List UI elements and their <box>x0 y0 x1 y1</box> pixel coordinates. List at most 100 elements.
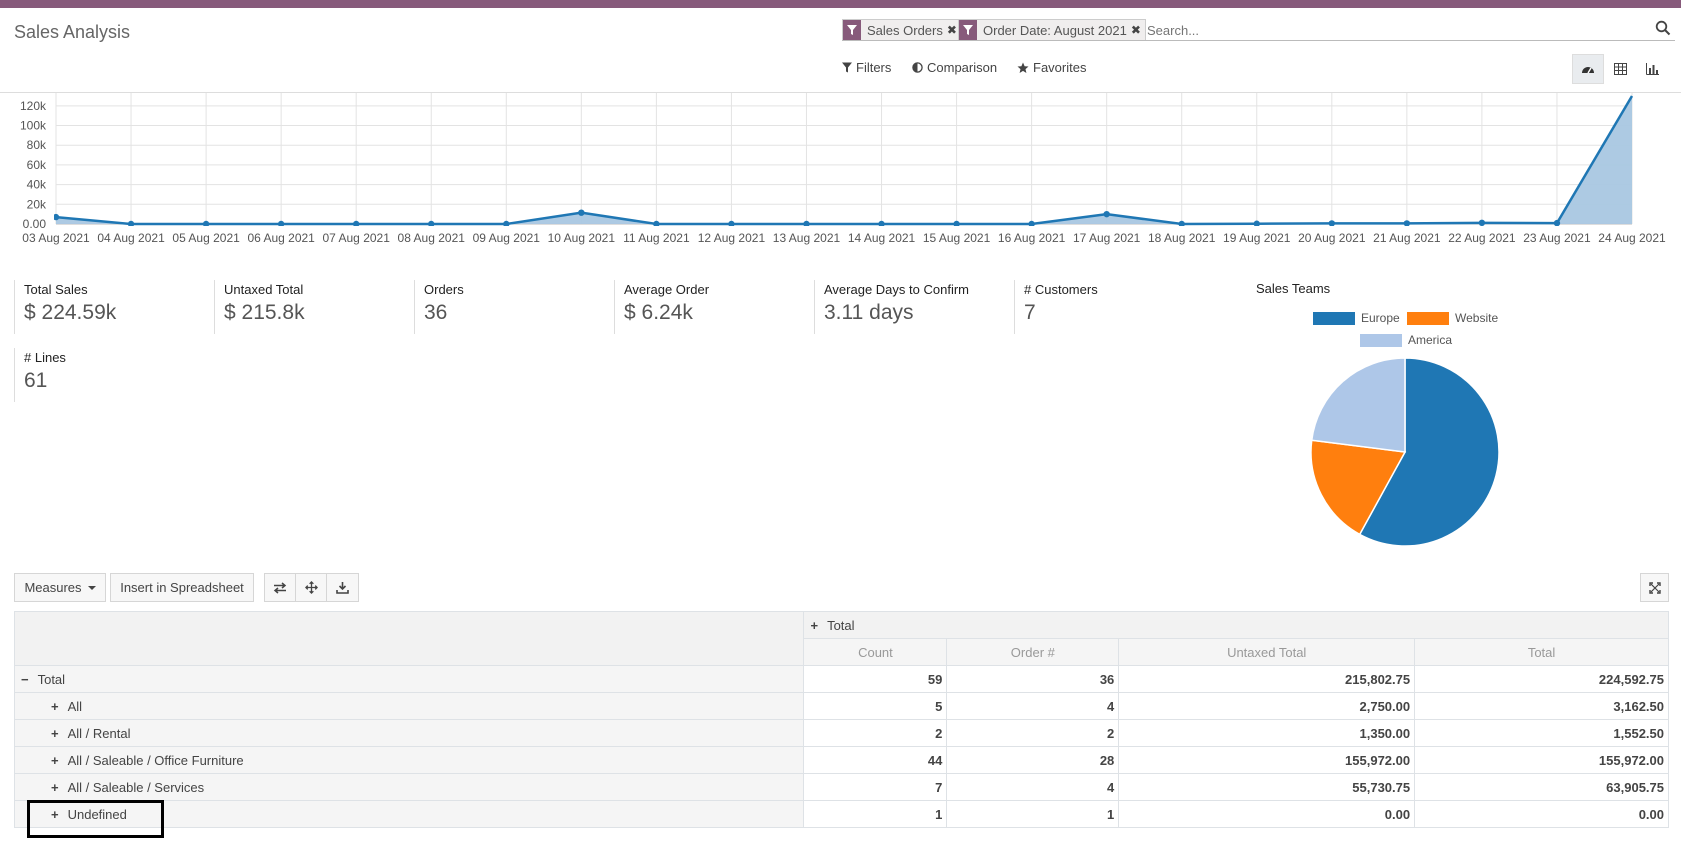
x-tick-label: 09 Aug 2021 <box>473 231 541 245</box>
kpi-total-sales[interactable]: Total Sales $ 224.59k <box>14 280 204 334</box>
remove-facet-icon[interactable]: ✖ <box>1130 23 1141 37</box>
kpi-average-days-to-confirm[interactable]: Average Days to Confirm 3.11 days <box>814 280 1004 334</box>
cell[interactable]: 5 <box>803 692 948 720</box>
facet-sales-orders[interactable]: Sales Orders ✖ <box>842 19 962 41</box>
row-header-undefined[interactable]: + Undefined <box>13 800 805 828</box>
insert-in-spreadsheet-button[interactable]: Insert in Spreadsheet <box>110 573 254 602</box>
measure-header-untaxed-total[interactable]: Untaxed Total <box>1118 638 1416 666</box>
expand-all-button[interactable] <box>295 573 327 602</box>
row-label: Undefined <box>67 806 127 822</box>
data-point <box>127 220 135 226</box>
legend-europe[interactable]: Europe <box>1313 311 1400 325</box>
cell[interactable]: 44 <box>803 746 948 774</box>
data-point <box>1328 220 1336 226</box>
cell[interactable]: 1,350.00 <box>1118 719 1416 747</box>
measure-header-order[interactable]: Order # <box>946 638 1120 666</box>
y-tick-label: 80k <box>27 138 47 152</box>
filter-icon <box>959 20 977 40</box>
favorites-button[interactable]: Favorites <box>1017 60 1086 75</box>
x-tick-label: 05 Aug 2021 <box>172 231 240 245</box>
search-input[interactable] <box>1145 19 1645 41</box>
cell[interactable]: 2 <box>946 719 1120 747</box>
x-tick-label: 20 Aug 2021 <box>1298 231 1366 245</box>
row-header-total[interactable]: − Total <box>13 665 805 693</box>
cell[interactable]: 4 <box>946 692 1120 720</box>
row-header-services[interactable]: + All / Saleable / Services <box>13 773 805 801</box>
x-tick-label: 14 Aug 2021 <box>848 231 916 245</box>
kpi-label: # Customers <box>1024 282 1098 297</box>
comparison-button[interactable]: Comparison <box>912 60 997 75</box>
x-tick-label: 16 Aug 2021 <box>998 231 1066 245</box>
kpi-lines[interactable]: # Lines 61 <box>14 348 204 402</box>
kpi-value: 7 <box>1024 301 1036 324</box>
data-point <box>503 220 510 226</box>
cell[interactable]: 3,162.50 <box>1414 692 1669 720</box>
fullscreen-button[interactable] <box>1640 573 1669 602</box>
cell[interactable]: 7 <box>803 773 948 801</box>
cell[interactable]: 1 <box>803 800 948 828</box>
filters-button[interactable]: Filters <box>842 60 891 75</box>
cell[interactable]: 155,972.00 <box>1414 746 1669 774</box>
facet-order-date[interactable]: Order Date: August 2021 ✖ <box>958 19 1146 41</box>
cell[interactable]: 63,905.75 <box>1414 773 1669 801</box>
measure-header-count[interactable]: Count <box>803 638 948 666</box>
dashboard-icon <box>1582 67 1594 74</box>
flip-axis-button[interactable] <box>264 573 296 602</box>
kpi-orders[interactable]: Orders 36 <box>414 280 604 334</box>
x-tick-label: 11 Aug 2021 <box>623 231 690 245</box>
cell[interactable]: 59 <box>803 665 948 693</box>
cell[interactable]: 36 <box>946 665 1120 693</box>
pivot-view-button[interactable] <box>1604 54 1636 84</box>
row-header-all-rental[interactable]: + All / Rental <box>13 719 805 747</box>
search-icon[interactable] <box>1655 20 1673 38</box>
y-tick-label: 100k <box>20 119 47 133</box>
cell[interactable]: 1 <box>946 800 1120 828</box>
page-title: Sales Analysis <box>14 22 131 42</box>
kpi-untaxed-total[interactable]: Untaxed Total $ 215.8k <box>214 280 404 334</box>
kpi-label: Untaxed Total <box>224 282 304 297</box>
row-header-all[interactable]: + All <box>13 692 805 720</box>
legend-america[interactable]: America <box>1360 333 1452 347</box>
cell[interactable]: 224,592.75 <box>1414 665 1669 693</box>
cell[interactable]: 0.00 <box>1414 800 1669 828</box>
kpi-value: $ 6.24k <box>624 301 693 324</box>
legend-website[interactable]: Website <box>1407 311 1498 325</box>
column-group-header[interactable]: + Total <box>803 611 1669 639</box>
measures-label: Measures <box>24 580 82 595</box>
control-panel-divider <box>0 92 1681 93</box>
data-point <box>878 220 885 226</box>
cell[interactable]: 215,802.75 <box>1118 665 1416 693</box>
cell[interactable]: 2 <box>803 719 948 747</box>
cell[interactable]: 0.00 <box>1118 800 1416 828</box>
cell[interactable]: 55,730.75 <box>1118 773 1416 801</box>
row-label: All / Saleable / Services <box>67 779 205 795</box>
kpi-label: Average Order <box>624 282 710 297</box>
x-tick-label: 06 Aug 2021 <box>247 231 315 245</box>
graph-view-button[interactable] <box>1636 54 1668 84</box>
cell[interactable]: 2,750.00 <box>1118 692 1416 720</box>
kpi-customers[interactable]: # Customers 7 <box>1014 280 1204 334</box>
filter-icon <box>843 20 861 40</box>
sales-line-chart: 0.00 20k 40k 60k 80k 100k 120k 03 Aug 2021 04 Au… <box>20 93 1666 245</box>
pie-title: Sales Teams <box>1256 281 1331 296</box>
cell[interactable]: 1,552.50 <box>1414 719 1669 747</box>
row-label: Total <box>37 671 66 687</box>
cell[interactable]: 155,972.00 <box>1118 746 1416 774</box>
download-button[interactable] <box>326 573 359 602</box>
remove-facet-icon[interactable]: ✖ <box>946 23 957 37</box>
measure-header-total[interactable]: Total <box>1414 638 1669 666</box>
data-point <box>428 220 435 226</box>
cell[interactable]: 4 <box>946 773 1120 801</box>
kpi-average-order[interactable]: Average Order $ 6.24k <box>614 280 804 334</box>
data-point <box>54 213 60 221</box>
cell[interactable]: 28 <box>946 746 1120 774</box>
highlight-box <box>27 800 164 838</box>
plus-icon: + <box>51 725 59 741</box>
filters-label: Filters <box>856 60 892 75</box>
data-point <box>803 220 810 226</box>
row-header-office-furniture[interactable]: + All / Saleable / Office Furniture <box>13 746 805 774</box>
dashboard-view-button[interactable] <box>1572 54 1604 84</box>
y-tick-label: 40k <box>27 178 47 192</box>
measures-dropdown[interactable]: Measures <box>14 573 106 602</box>
pie-slice-america <box>1310 357 1406 453</box>
